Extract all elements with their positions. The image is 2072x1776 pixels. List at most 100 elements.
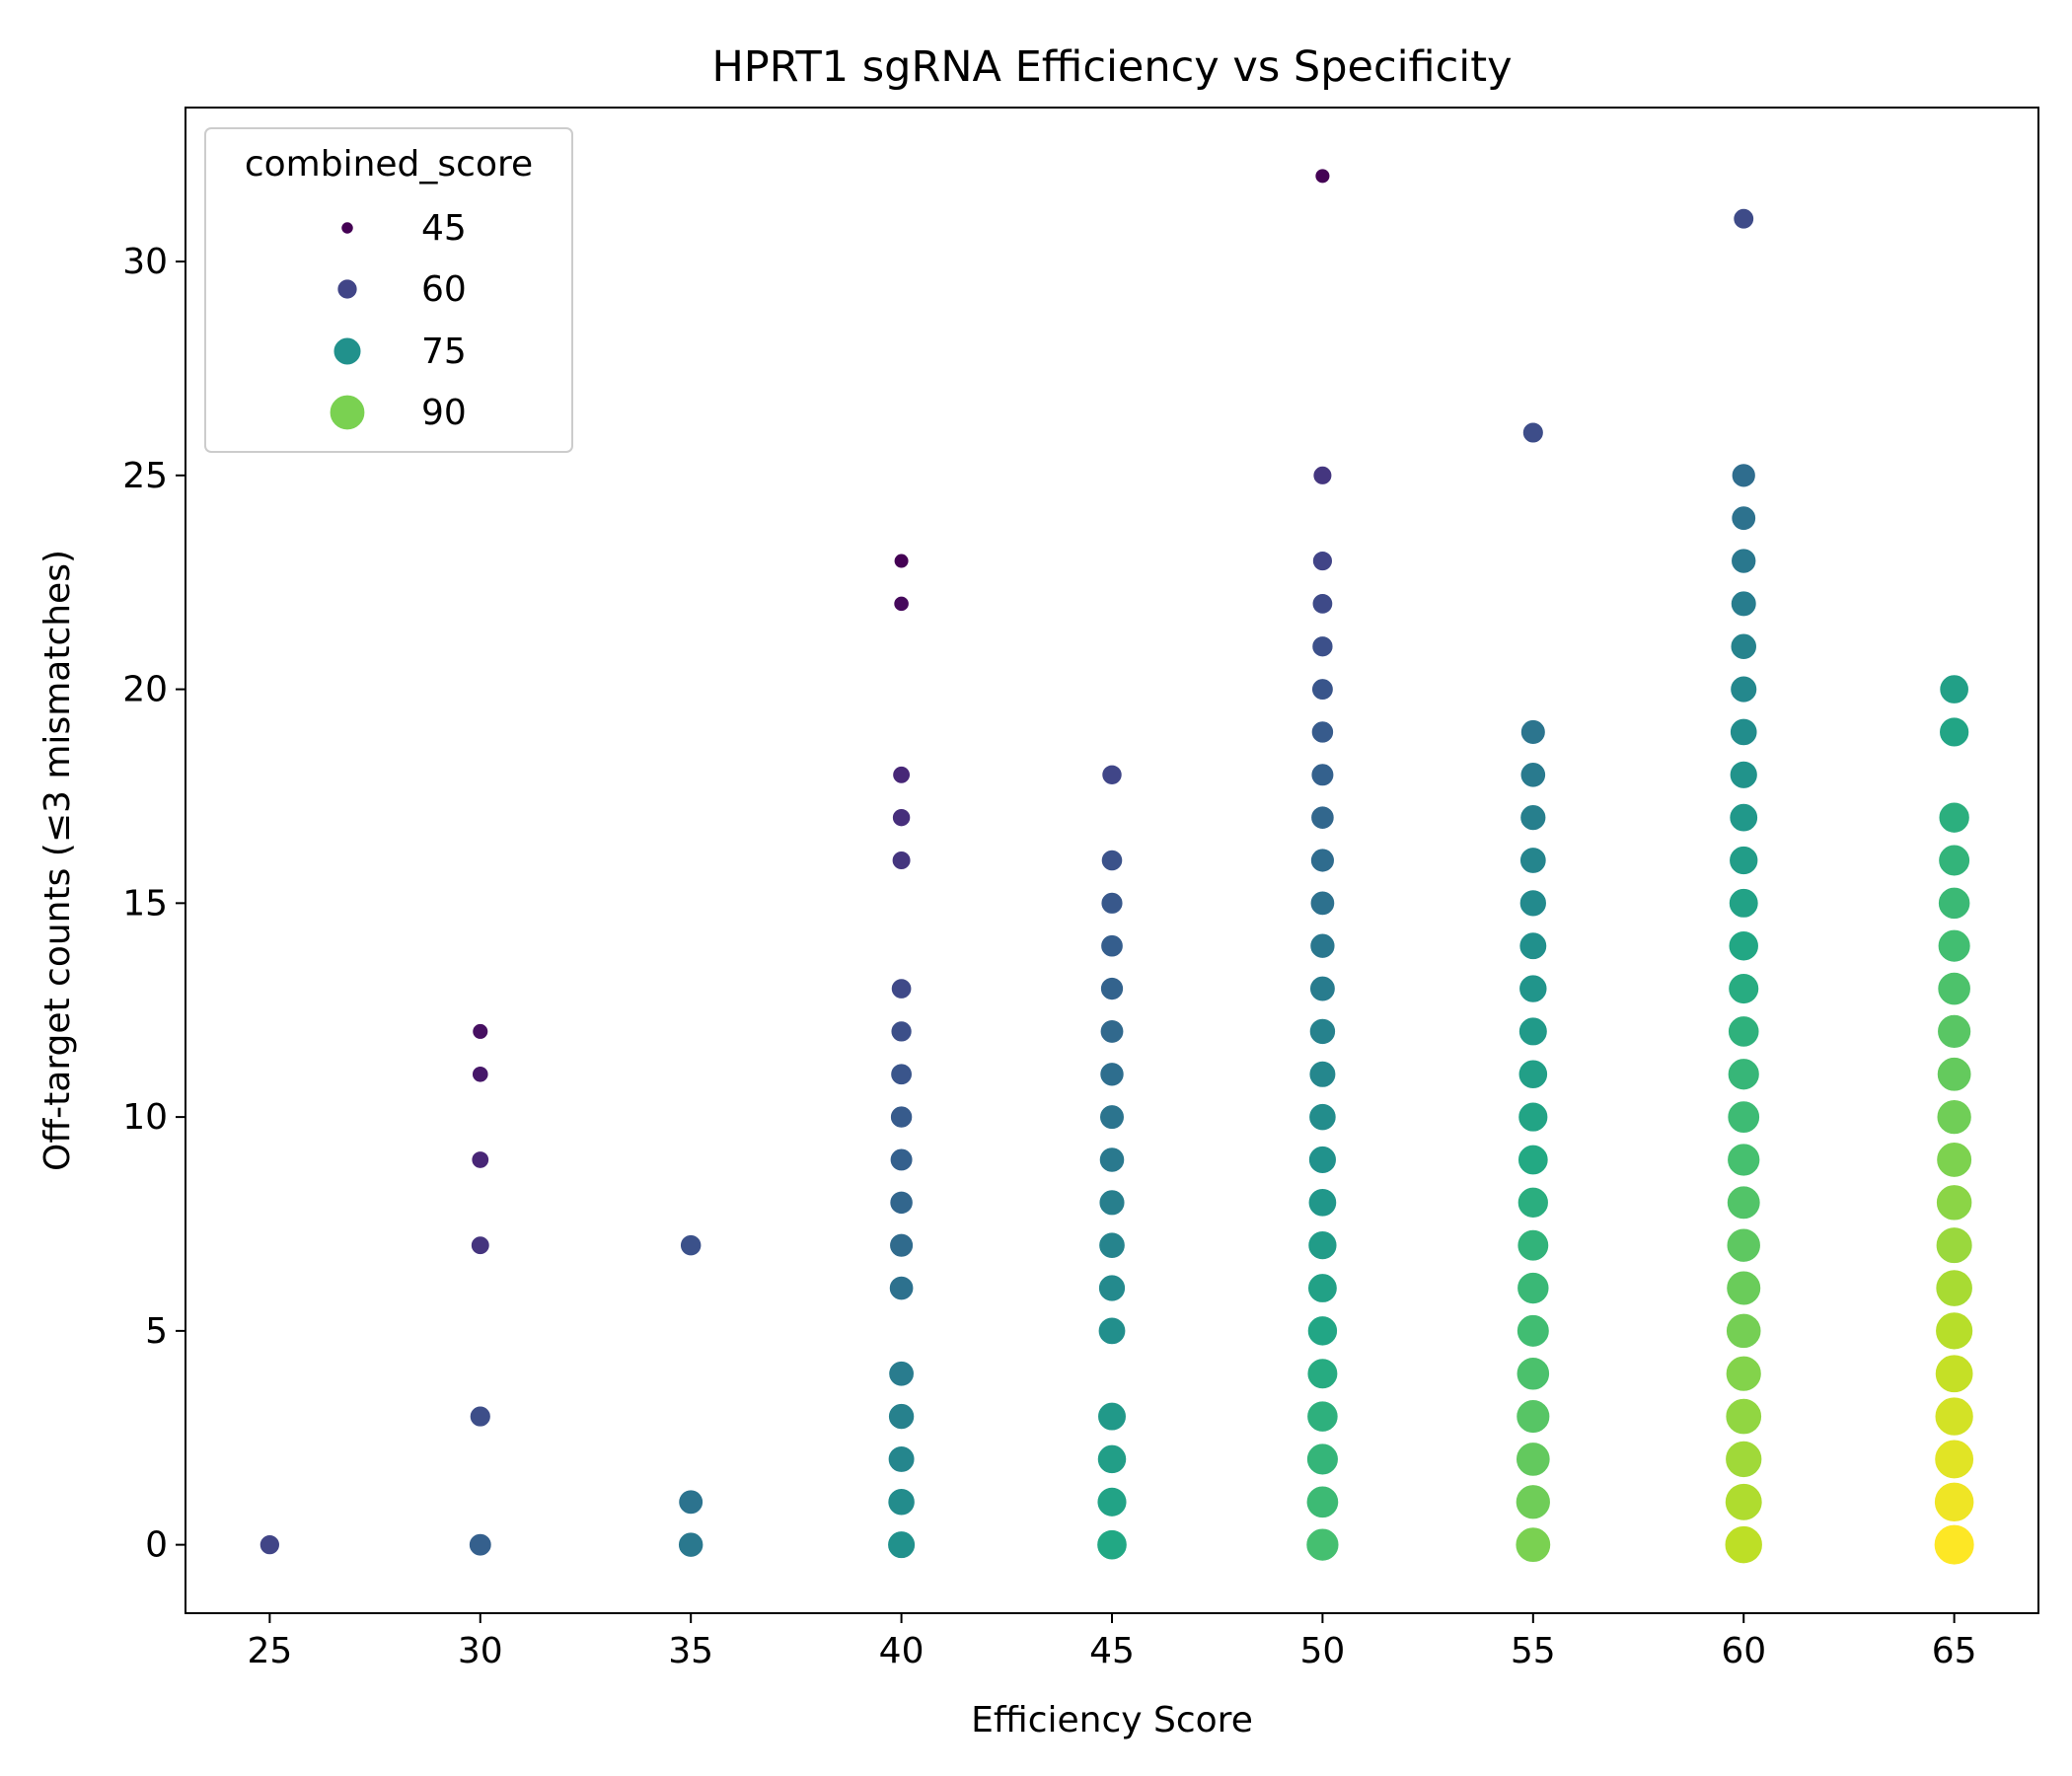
data-point xyxy=(1310,634,1335,659)
data-point xyxy=(1310,549,1335,573)
data-point xyxy=(1724,1439,1764,1480)
data-point xyxy=(890,806,913,829)
data-point xyxy=(1517,846,1548,875)
x-tick-label: 40 xyxy=(879,1631,925,1671)
data-point xyxy=(1517,973,1549,1004)
data-point xyxy=(892,594,911,614)
data-point xyxy=(677,1488,705,1517)
data-point xyxy=(1517,930,1549,962)
data-point xyxy=(891,764,913,785)
data-point xyxy=(1098,975,1126,1002)
legend-marker xyxy=(339,220,355,236)
data-point xyxy=(1306,1229,1339,1262)
data-point xyxy=(1517,1015,1549,1048)
data-point xyxy=(889,1062,914,1087)
data-point xyxy=(1723,1481,1764,1522)
data-point xyxy=(1729,674,1759,704)
data-point xyxy=(1934,1268,1974,1308)
data-point xyxy=(1935,1141,1974,1179)
data-point xyxy=(1727,928,1760,963)
data-point xyxy=(1515,1398,1552,1436)
data-point xyxy=(1728,759,1759,790)
data-point xyxy=(1311,464,1334,486)
data-point xyxy=(1095,1527,1129,1562)
data-point xyxy=(1933,1353,1975,1395)
data-point xyxy=(1313,167,1332,185)
data-point xyxy=(1730,547,1758,575)
data-point xyxy=(1935,1055,1973,1093)
x-tick-label: 60 xyxy=(1721,1631,1766,1671)
data-point xyxy=(1728,801,1760,834)
legend-marker xyxy=(335,277,359,301)
data-point xyxy=(1308,847,1336,874)
x-tick-label: 65 xyxy=(1932,1631,1977,1671)
data-point xyxy=(890,850,913,871)
y-tick-label: 5 xyxy=(145,1311,168,1352)
data-point xyxy=(1728,844,1760,877)
data-point xyxy=(1725,1184,1762,1221)
data-point xyxy=(676,1530,705,1559)
data-point xyxy=(1516,1227,1551,1263)
data-point xyxy=(1307,1016,1338,1047)
data-point xyxy=(888,1231,916,1259)
data-point xyxy=(1306,1144,1338,1176)
data-point xyxy=(1729,631,1758,661)
data-point xyxy=(1308,931,1337,960)
x-tick-label: 30 xyxy=(458,1631,503,1671)
data-point xyxy=(1097,1230,1127,1261)
data-point xyxy=(1096,1400,1128,1433)
data-point xyxy=(1727,886,1760,920)
data-point xyxy=(1730,504,1758,533)
data-point xyxy=(1097,1146,1127,1174)
data-point xyxy=(1936,927,1972,964)
x-tick-label: 35 xyxy=(668,1631,713,1671)
data-point xyxy=(1724,1354,1763,1393)
data-point xyxy=(888,1189,915,1217)
data-point xyxy=(888,1104,915,1130)
data-point xyxy=(1934,1310,1975,1352)
data-point xyxy=(1514,1525,1553,1565)
data-point xyxy=(1100,763,1124,787)
y-tick-label: 20 xyxy=(122,670,168,710)
data-point xyxy=(889,1019,914,1044)
legend-entries: 45 60 75 90 xyxy=(328,208,467,433)
data-point xyxy=(887,1359,916,1388)
data-point xyxy=(1514,1483,1552,1521)
data-point xyxy=(1095,1485,1129,1518)
data-point xyxy=(1309,804,1336,831)
data-point xyxy=(1309,719,1336,745)
data-point xyxy=(1932,1480,1976,1524)
data-point xyxy=(1729,589,1758,619)
data-point xyxy=(1937,800,1971,835)
data-point xyxy=(1518,717,1547,746)
data-point xyxy=(1520,420,1545,445)
data-point xyxy=(1309,762,1336,788)
data-point xyxy=(1517,1100,1550,1134)
data-point xyxy=(470,1064,490,1084)
data-point xyxy=(1305,1272,1339,1304)
data-point xyxy=(1096,1273,1128,1303)
data-point xyxy=(1726,1014,1761,1049)
legend-label: 60 xyxy=(421,269,467,310)
x-axis-label: Efficiency Score xyxy=(971,1700,1253,1740)
y-tick-label: 10 xyxy=(122,1097,168,1138)
data-point xyxy=(1306,1186,1339,1219)
data-point xyxy=(468,1404,492,1429)
data-point xyxy=(1307,1101,1338,1133)
y-tick-label: 30 xyxy=(122,242,168,282)
data-point xyxy=(1723,1523,1764,1566)
legend-frame xyxy=(204,127,573,453)
data-point xyxy=(886,1529,918,1561)
legend-title: combined_score xyxy=(245,144,533,185)
data-point xyxy=(1098,1061,1126,1088)
x-tick-label: 25 xyxy=(247,1631,292,1671)
data-point xyxy=(1932,1522,1976,1567)
data-point xyxy=(886,1401,917,1432)
data-point xyxy=(1933,1395,1975,1438)
y-tick-label: 25 xyxy=(122,456,168,496)
data-point xyxy=(1307,974,1337,1003)
data-point xyxy=(1728,716,1759,748)
data-point xyxy=(1304,1442,1340,1477)
